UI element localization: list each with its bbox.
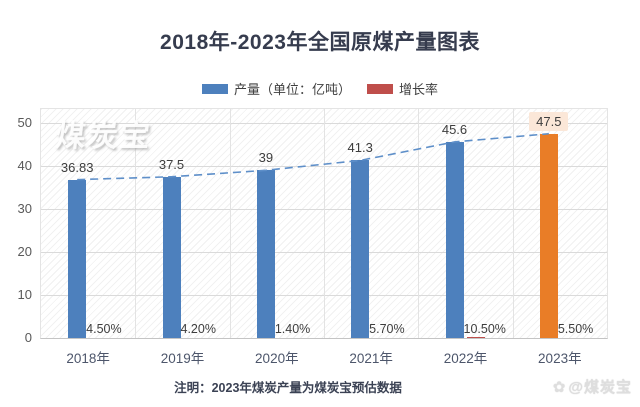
production-bar[interactable] [445, 141, 464, 338]
production-bar[interactable] [162, 176, 181, 338]
gridline-vertical [135, 109, 137, 338]
y-axis-tick-label: 30 [17, 201, 32, 216]
x-axis-tick-label: 2020年 [255, 351, 299, 366]
production-legend-label: 产量（单位：亿吨） [233, 82, 351, 97]
watermark-corner-text: @煤炭宝 [568, 379, 632, 396]
plot-area: 煤炭宝 36.83 4.50% 37.5 4.20% 39 1.40% 41.3 5.70% 4… [40, 108, 608, 339]
y-axis-tick-label: 20 [17, 244, 32, 259]
production-value-label: 39 [221, 150, 311, 165]
meitanbao-logo-icon: ✿ [552, 378, 567, 396]
growth-rate-bar[interactable] [466, 336, 485, 338]
production-value-label: 45.6 [410, 122, 500, 137]
production-value-label: 41.3 [315, 140, 405, 155]
production-value-text: 37.5 [158, 156, 185, 172]
production-bar[interactable] [68, 179, 87, 338]
growth-rate-label: 10.50% [463, 322, 506, 336]
growth-rate-label: 4.20% [180, 322, 216, 336]
y-axis-tick-label: 50 [17, 115, 32, 130]
production-bar[interactable] [539, 133, 558, 338]
x-axis-tick-label: 2023年 [538, 351, 582, 366]
production-value-text: 45.6 [441, 121, 468, 137]
growth-rate-label: 5.50% [557, 322, 594, 336]
x-axis-tick-label: 2021年 [349, 351, 393, 366]
x-axis-tick-label: 2018年 [66, 351, 110, 366]
gridline-vertical [512, 109, 514, 338]
production-value-text: 36.83 [60, 159, 94, 175]
production-bar[interactable] [351, 160, 370, 338]
growth-rate-label: 4.50% [86, 322, 122, 336]
watermark-plot: 煤炭宝 [53, 120, 154, 153]
growth-rate-label: 1.40% [274, 322, 311, 336]
watermark-corner: ✿ @煤炭宝 [553, 376, 632, 397]
y-axis-tick-label: 10 [17, 287, 32, 302]
growth-legend-label: 增长率 [399, 82, 439, 97]
x-axis-tick-label: 2019年 [160, 351, 205, 366]
y-axis: 0 10 20 30 40 50 [0, 108, 32, 345]
x-axis-tick-label: 2022年 [443, 351, 488, 366]
production-value-label: 47.5 [504, 111, 594, 131]
y-axis-tick-label: 40 [17, 158, 32, 173]
production-value-text: 41.3 [347, 140, 373, 156]
production-value-text: 39 [258, 150, 274, 166]
production-value-label: 37.5 [127, 157, 217, 172]
legend-item-growth[interactable]: 增长率 [367, 79, 438, 98]
growth-rate-label: 5.70% [369, 322, 405, 336]
x-axis: 2018年 2019年 2020年 2021年 2022年 2023年 [0, 347, 640, 366]
legend: 产量（单位：亿吨） 增长率 [0, 79, 640, 98]
footnote: 注明：2023年煤炭产量为煤炭宝预估数据 [174, 381, 402, 395]
growth-swatch-icon [367, 83, 393, 94]
production-value-label: 36.83 [32, 160, 122, 175]
gridline-vertical [418, 109, 420, 338]
production-swatch-icon [201, 83, 228, 94]
y-axis-tick-label: 0 [24, 330, 32, 345]
gridline-vertical [229, 109, 231, 338]
gridline-vertical [324, 109, 325, 338]
production-bar[interactable] [256, 170, 275, 338]
legend-item-production[interactable]: 产量（单位：亿吨） [201, 79, 351, 98]
page-title: 2018年-2023年全国原煤产量图表 [160, 31, 480, 54]
production-value-text: 47.5 [529, 111, 569, 131]
